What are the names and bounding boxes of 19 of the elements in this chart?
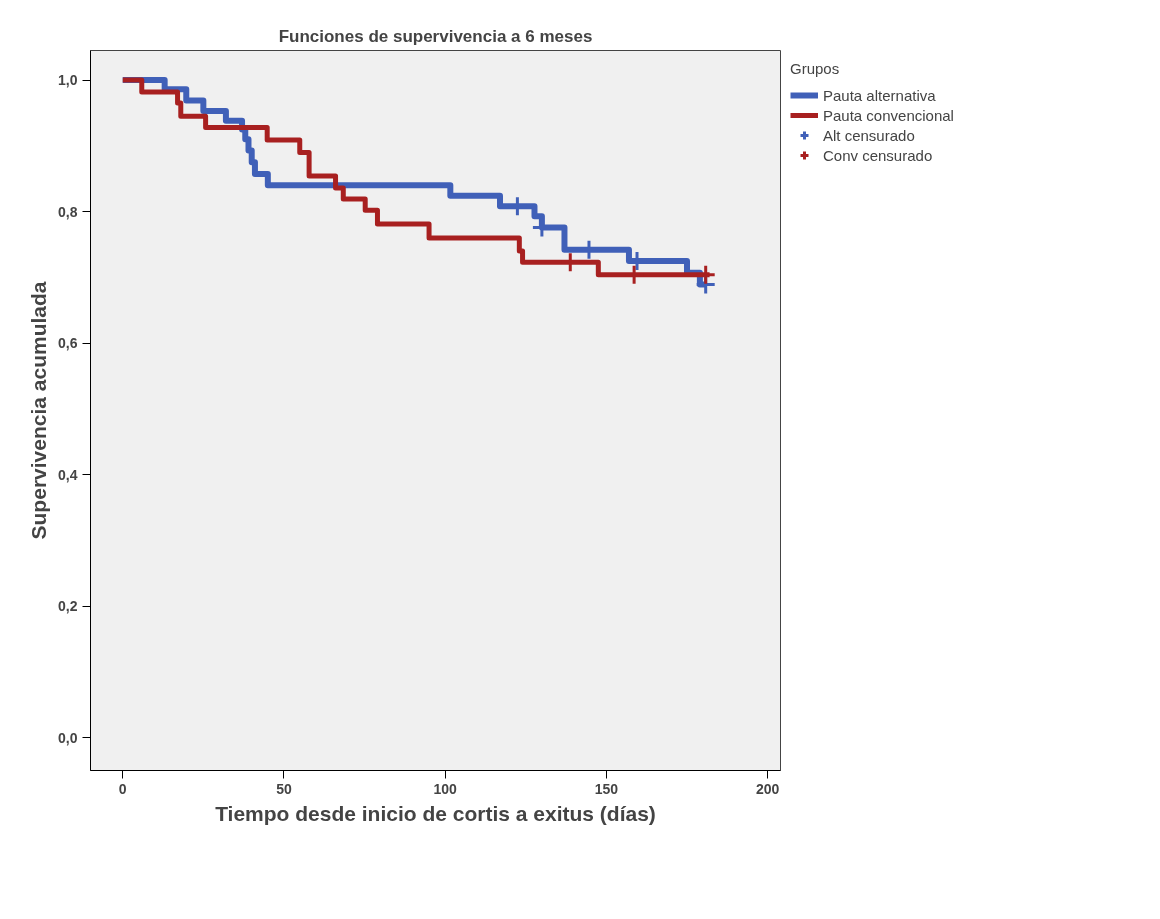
chart-title: Funciones de supervivencia a 6 meses [278, 26, 593, 46]
x-tick-label: 0 [118, 780, 127, 797]
y-tick-label: 0,4 [58, 466, 78, 483]
y-tick-label: 0,0 [58, 729, 78, 746]
x-tick-label: 150 [594, 780, 619, 797]
y-axis-title: Supervivencia acumulada [27, 281, 51, 540]
y-tick-label: 0,2 [58, 598, 78, 615]
x-tick-label: 100 [433, 780, 458, 797]
x-tick-label: 50 [276, 780, 292, 797]
y-tick-label: 0,6 [58, 335, 78, 352]
legend-title: Grupos [790, 60, 841, 77]
legend-label: Alt censurado [823, 126, 915, 144]
x-tick-label: 200 [755, 780, 780, 797]
legend-label: Pauta convencional [823, 106, 954, 124]
legend-label: Pauta alternativa [823, 86, 936, 104]
x-axis-title: Tiempo desde inicio de cortis a exitus (días) [215, 801, 656, 825]
y-tick-label: 0,8 [58, 203, 78, 220]
y-tick-label: 1,0 [58, 72, 78, 89]
legend-label: Conv censurado [823, 146, 933, 164]
